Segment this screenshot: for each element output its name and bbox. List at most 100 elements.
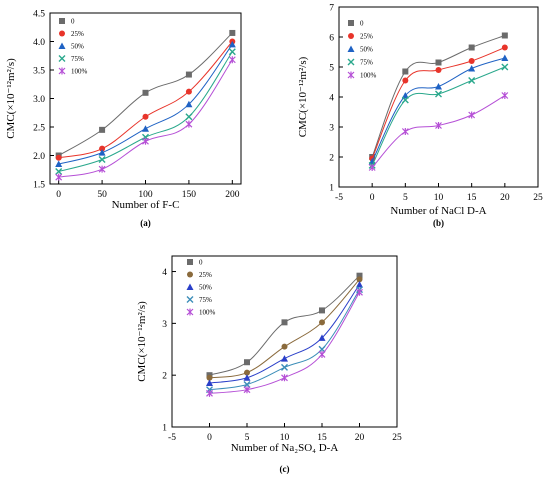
data-point [435, 90, 442, 98]
y-axis-title: CMC(×10⁻¹²m²/s) [5, 58, 17, 139]
x-tick-label: 10 [434, 193, 444, 203]
data-point [356, 272, 363, 279]
plot-frame [49, 12, 242, 185]
x-tick-label: 20 [500, 193, 510, 203]
chart-panel-b: -5 0 5 10 15 20 25 1 2 3 4 5 6 7 Number of NaCl D-A CMC… [297, 4, 543, 229]
y-tick-label: 1.5 [33, 181, 45, 191]
y-tick-label: 6 [329, 34, 334, 44]
data-point [244, 369, 250, 376]
chart-panel-c: -5 0 5 10 15 20 25 1 2 3 4 Number of Na₂SO₄ D-A CMC(… [136, 255, 402, 474]
data-point [142, 125, 149, 132]
legend-marker [347, 45, 355, 52]
data-point [356, 281, 363, 288]
data-point [401, 128, 409, 135]
y-tick-label: 4 [162, 268, 167, 278]
legend-label: 50% [199, 284, 212, 292]
legend: 0 25% 50% 75% 100% [186, 259, 216, 317]
y-tick-label: 3.0 [33, 95, 45, 105]
fit-curve-50pct [371, 57, 505, 162]
data-point [501, 92, 509, 99]
data-point [281, 319, 288, 326]
legend-marker [58, 67, 66, 75]
x-tick-label: 100 [138, 190, 153, 200]
series-75pct-points [55, 48, 236, 175]
data-point [468, 58, 475, 64]
data-point [402, 68, 409, 75]
y-tick-label: 7 [329, 4, 334, 14]
data-point [206, 379, 213, 386]
series-100pct-points [55, 56, 236, 181]
data-point [185, 100, 193, 108]
x-axis-title: Number of F-C [112, 199, 180, 211]
data-point [468, 77, 476, 84]
legend-label: 100% [199, 309, 216, 317]
panel-label: (b) [433, 218, 444, 228]
legend-marker [186, 308, 194, 316]
series-50pct-points [55, 40, 236, 168]
data-point [142, 113, 149, 120]
data-point [281, 343, 288, 350]
legend-label: 0 [71, 18, 75, 26]
data-point [319, 307, 325, 314]
x-tick-label: 25 [392, 433, 402, 443]
legend-label: 25% [199, 271, 212, 279]
legend-label: 75% [360, 59, 373, 67]
fit-curve-50pct [58, 44, 233, 165]
y-tick-label: 2 [162, 372, 167, 382]
x-tick-label: 15 [467, 193, 477, 203]
data-point [206, 374, 213, 381]
series-25pct-points [206, 276, 363, 381]
x-tick-label: 5 [403, 193, 408, 203]
x-tick-label: 150 [182, 190, 197, 200]
legend-marker [58, 42, 66, 49]
legend-label: 0 [360, 20, 364, 28]
x-tick-label: 10 [280, 433, 290, 443]
x-tick-label: 50 [97, 190, 107, 200]
y-tick-label: 3.5 [33, 67, 45, 77]
x-axis-title: Number of NaCl D-A [390, 205, 486, 217]
data-point [243, 374, 251, 381]
y-tick-label: 4.5 [33, 10, 45, 20]
data-point [368, 164, 376, 171]
legend-marker [59, 30, 65, 37]
y-tick-label: 1 [329, 184, 334, 194]
data-point [229, 29, 236, 36]
x-tick-label: 15 [317, 433, 327, 443]
data-point [501, 63, 509, 71]
data-point [318, 334, 326, 341]
legend-marker [347, 58, 355, 66]
fit-curve-0 [371, 35, 506, 158]
panel-label: (c) [280, 464, 290, 474]
data-point [98, 165, 106, 173]
data-point [55, 173, 63, 181]
data-point [435, 67, 442, 73]
legend-marker [347, 71, 355, 79]
legend-marker [58, 55, 66, 62]
series-100pct-points [368, 92, 509, 171]
legend-label: 25% [71, 30, 84, 38]
data-point [356, 276, 363, 283]
data-point [318, 350, 326, 358]
legend-label: 0 [199, 259, 203, 267]
data-point [55, 160, 63, 168]
data-point [185, 88, 192, 95]
legend-label: 50% [71, 43, 84, 51]
series-0-points [369, 32, 508, 160]
x-tick-label: -5 [335, 193, 343, 203]
data-point [98, 149, 106, 156]
data-point [281, 355, 288, 362]
data-point [55, 167, 63, 175]
y-tick-label: 4 [329, 94, 334, 104]
plot-frame [171, 255, 398, 428]
data-point [401, 96, 409, 104]
data-point [206, 389, 213, 397]
data-point [98, 155, 106, 163]
y-tick-label: 5 [329, 64, 334, 74]
x-tick-label: 0 [56, 190, 61, 200]
x-tick-label: -5 [168, 433, 176, 443]
x-tick-label: 0 [370, 193, 375, 203]
data-point [243, 381, 251, 389]
data-point [468, 111, 476, 119]
data-point [402, 77, 409, 84]
x-tick-label: 0 [207, 433, 212, 443]
